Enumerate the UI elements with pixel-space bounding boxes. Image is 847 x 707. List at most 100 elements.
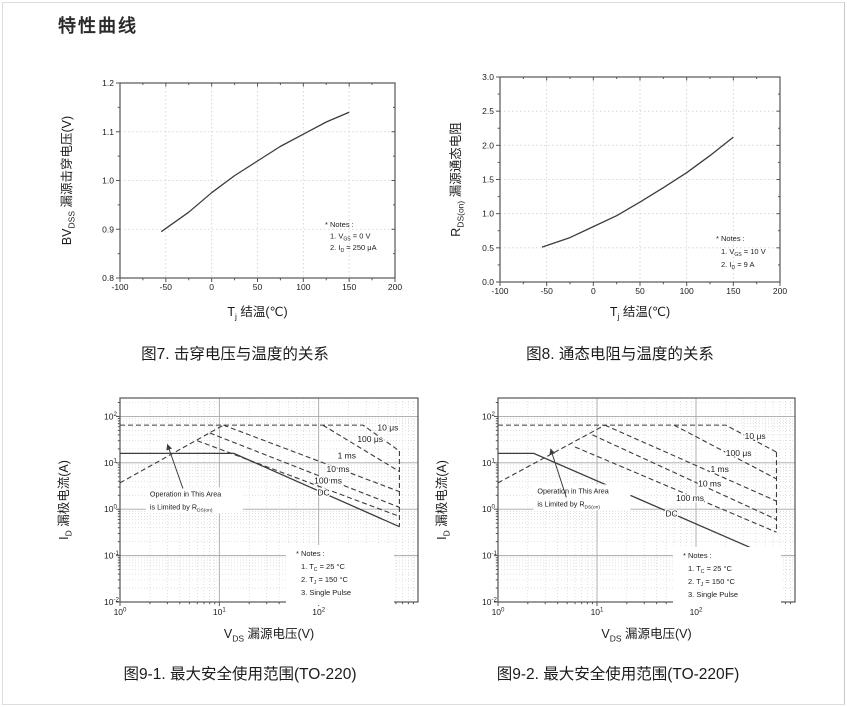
y-tick-label: 3.0 <box>482 72 494 82</box>
plot-frame <box>497 397 796 603</box>
x-tick-label: 150 <box>342 282 356 292</box>
soa-label-pulse-10ms: 10 ms <box>327 464 350 474</box>
annotation-line: is Limited by RDS(on) <box>150 502 213 513</box>
notes-block: * Notes : 1. VGS = 10 V 2. ID = 9 A <box>716 234 766 271</box>
x-tick-label: 0 <box>591 286 596 296</box>
soa-label-pulse-10us: 10 μs <box>377 422 398 432</box>
y-tick-label: 0.9 <box>102 224 114 234</box>
x-tick-label: 50 <box>253 282 263 292</box>
x-tick-label: 102 <box>690 606 703 617</box>
data-curve <box>541 136 734 248</box>
notes-block: * Notes : 1. TC = 25 °C 2. TJ = 150 °C 3. S… <box>286 545 394 605</box>
soa-label-pulse-100us: 100 μs <box>357 434 383 444</box>
soa-annotation: Operation in This Area is Limited by RDS(… <box>533 484 631 510</box>
x-tick-label: 0 <box>209 282 214 292</box>
soa-label-pulse-1ms: 1 ms <box>710 464 728 474</box>
x-tick-label: -50 <box>541 286 554 296</box>
y-tick-label: 1.2 <box>102 78 114 88</box>
soa-label-pulse-10ms: 10 ms <box>698 478 721 488</box>
y-tick-label: 1.5 <box>482 175 494 185</box>
figure-breakdown-voltage: -100 -50 0 50 100 150 200 0.8 0.9 1.0 1.1 1.2 * Note… <box>55 60 415 364</box>
fig7-caption: 图7. 击穿电压与温度的关系 <box>141 346 329 363</box>
data-curve <box>160 111 350 233</box>
y-tick-label: 2.0 <box>482 140 494 150</box>
y-tick-label: 1.0 <box>482 209 494 219</box>
soa-line-dc <box>120 452 400 528</box>
gridlines <box>500 77 780 282</box>
soa-label-pulse-10us: 10 μs <box>745 431 766 441</box>
breakdown-voltage-chart: -100 -50 0 50 100 150 200 0.8 0.9 1.0 1.1 1.2 * Note… <box>59 78 402 322</box>
soa-line-pulse-1ms <box>604 424 777 502</box>
soa-line-pulse-10us <box>498 424 777 453</box>
x-tick-label: -100 <box>111 282 128 292</box>
y-tick-label: 1.0 <box>102 176 114 186</box>
soa-line-pulse-100us <box>673 424 777 480</box>
soa-line-pulse-100us <box>322 424 400 472</box>
x-tick-label: -50 <box>160 282 173 292</box>
x-tick-label: 200 <box>773 286 787 296</box>
y-tick-label: 102 <box>482 411 495 422</box>
x-tick-label: 50 <box>635 286 645 296</box>
x-axis-title: Tj 结温(℃) <box>227 305 287 322</box>
y-tick-label: 0.0 <box>482 277 494 287</box>
y-axis-title: RDS(on) 漏源通态电阻 <box>448 122 466 237</box>
soa-to220f-chart: 100 101 102 10-2 10-1 100 101 102 10 μs 100 μs 1 m… <box>434 397 796 644</box>
soa-annotation: Operation in This Area is Limited by RDS(… <box>145 487 243 513</box>
note-line: 1. VGS = 0 V <box>330 232 371 243</box>
soa-line-pulse-10ms <box>209 432 400 508</box>
annotation-line: is Limited by RDS(on) <box>537 499 600 510</box>
fig9-2-caption: 图9-2. 最大安全使用范围(TO-220F) <box>496 666 740 683</box>
y-tick-label: 10-1 <box>104 550 120 561</box>
y-tick-label: 0.5 <box>482 243 494 253</box>
annotation-arrow <box>549 448 567 498</box>
soa-line-pulse-1ms <box>223 424 400 493</box>
soa-label-dc: DC <box>317 487 329 497</box>
note-line: 2. TJ = 150 °C <box>688 577 735 588</box>
y-tick-label: 1.1 <box>102 127 114 137</box>
x-tick-label: 100 <box>680 286 694 296</box>
soa-line-pulse-10us <box>120 424 400 452</box>
on-resistance-chart: -100 -50 0 50 100 150 200 0.0 0.5 1.0 1.5 2.0 2.5 3.0… <box>448 72 787 322</box>
axis-ticks <box>496 76 781 286</box>
annotation-arrow <box>166 443 184 489</box>
note-line: * Notes : <box>296 549 325 558</box>
x-tick-label: -100 <box>491 286 508 296</box>
fig9-1-caption: 图9-1. 最大安全使用范围(TO-220) <box>123 666 357 683</box>
y-axis-title: ID 漏极电流(A) <box>56 460 74 540</box>
y-tick-label: 2.5 <box>482 106 494 116</box>
fig8-caption: 图8. 通态电阻与温度的关系 <box>526 346 714 363</box>
x-tick-label: 100 <box>492 606 505 617</box>
note-line: 3. Single Pulse <box>688 590 738 599</box>
notes-block: * Notes : 1. VGS = 0 V2. ID = 250 μA <box>325 220 377 254</box>
x-tick-label: 102 <box>312 606 325 617</box>
y-tick-label: 10-2 <box>482 596 498 607</box>
plot-frame <box>119 397 419 603</box>
x-tick-label: 100 <box>296 282 310 292</box>
y-axis-title: ID 漏极电流(A) <box>434 460 452 540</box>
soa-label-pulse-100ms: 100 ms <box>314 475 342 485</box>
x-tick-label: 150 <box>726 286 740 296</box>
y-tick-label: 101 <box>482 457 495 468</box>
notes-block: * Notes : 1. TC = 25 °C 2. TJ = 150 °C 3. S… <box>673 547 781 607</box>
figure-on-resistance: -100 -50 0 50 100 150 200 0.0 0.5 1.0 1.5 2.0 2.5 3.0… <box>440 60 800 364</box>
soa-label-pulse-100us: 100 μs <box>726 448 752 458</box>
note-line: 1. VGS = 10 V <box>721 247 766 258</box>
x-tick-label: 101 <box>591 606 604 617</box>
note-line: 3. Single Pulse <box>301 588 351 597</box>
y-tick-label: 100 <box>482 504 495 515</box>
y-tick-label: 100 <box>104 504 117 515</box>
figure-soa-to220: 100 101 102 10-2 10-1 100 101 102 10 μs 100 μs 1 m… <box>50 388 430 684</box>
page-title: 特性曲线 <box>58 16 138 37</box>
note-line: 2. ID = 9 A <box>721 260 755 271</box>
note-line: * Notes : <box>716 234 745 243</box>
note-line: 1. TC = 25 °C <box>688 564 732 575</box>
y-tick-label: 10-2 <box>104 596 120 607</box>
note-line: 2. ID = 250 μA <box>330 243 377 254</box>
y-tick-label: 0.8 <box>102 273 114 283</box>
y-tick-label: 10-1 <box>482 550 498 561</box>
figure-soa-to220f: 100 101 102 10-2 10-1 100 101 102 10 μs 100 μs 1 m… <box>428 388 808 684</box>
soa-line-pulse-100ms <box>574 446 777 533</box>
soa-label-dc: DC <box>665 508 677 518</box>
soa-label-pulse-100ms: 100 ms <box>676 493 704 503</box>
